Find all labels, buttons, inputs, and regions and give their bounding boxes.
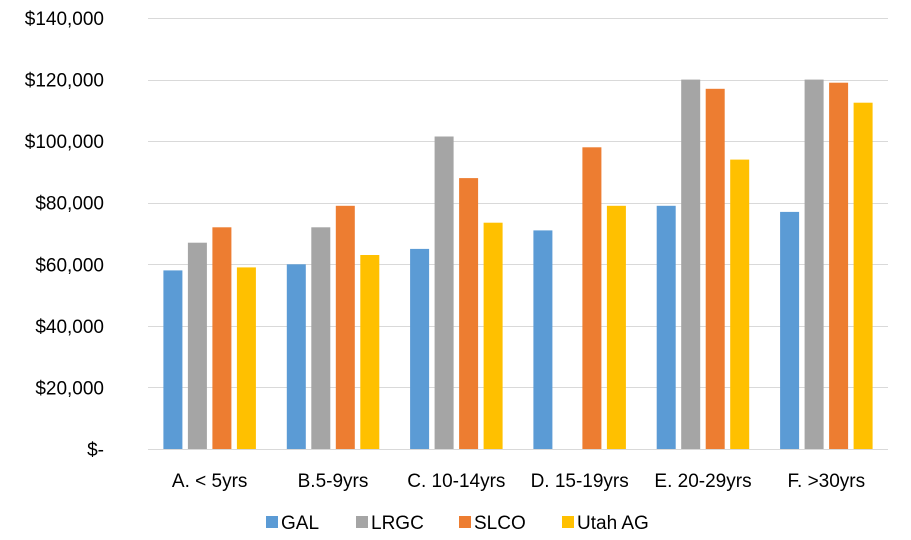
y-tick-label: $60,000 — [35, 255, 104, 276]
y-tick-label: $120,000 — [25, 71, 104, 92]
legend-label: LRGC — [371, 513, 424, 534]
y-tick-label: $- — [87, 440, 104, 461]
y-tick-label: $20,000 — [35, 378, 104, 399]
bars — [163, 79, 873, 450]
legend-label: SLCO — [474, 513, 526, 534]
bar-slco — [212, 227, 232, 449]
bar-lrgc — [434, 136, 454, 449]
legend: GAL LRGC SLCO Utah AG — [266, 513, 649, 534]
legend-label: GAL — [281, 513, 319, 534]
x-tick-label: B.5-9yrs — [298, 471, 369, 492]
bar-gal — [410, 248, 430, 449]
bar-gal — [533, 230, 553, 449]
y-tick-label: $100,000 — [25, 132, 104, 153]
y-tick-label: $80,000 — [35, 194, 104, 215]
bar-utah-ag — [730, 159, 750, 449]
y-tick-label: $40,000 — [35, 317, 104, 338]
x-tick-label: A. < 5yrs — [172, 471, 248, 492]
y-axis-labels: $- $20,000 $40,000 $60,000 $80,000 $100,000 $1… — [25, 9, 104, 461]
bar-gal — [780, 211, 800, 449]
bar-utah-ag — [236, 267, 256, 449]
bar-lrgc — [187, 242, 207, 449]
bar-slco — [582, 147, 602, 450]
x-axis-labels: A. < 5yrs B.5-9yrs C. 10-14yrs D. 15-19yrs E… — [172, 471, 865, 492]
bar-slco — [335, 205, 355, 449]
x-tick-label: F. >30yrs — [788, 471, 866, 492]
bar-utah-ag — [360, 255, 380, 449]
y-tick-label: $140,000 — [25, 9, 104, 30]
gridlines — [148, 18, 888, 450]
bar-slco — [829, 82, 849, 449]
legend-label: Utah AG — [577, 513, 649, 534]
bar-utah-ag — [853, 102, 873, 449]
bar-utah-ag — [483, 222, 503, 449]
x-tick-label: C. 10-14yrs — [407, 471, 505, 492]
x-tick-label: E. 20-29yrs — [654, 471, 751, 492]
bar-gal — [286, 264, 306, 449]
bar-gal — [163, 270, 183, 449]
bar-lrgc — [681, 79, 701, 449]
legend-swatch-gal — [266, 516, 278, 528]
bar-gal — [656, 205, 676, 449]
bar-lrgc — [311, 227, 331, 449]
x-tick-label: D. 15-19yrs — [531, 471, 629, 492]
legend-swatch-utah-ag — [562, 516, 574, 528]
bar-utah-ag — [606, 205, 626, 449]
legend-swatch-slco — [459, 516, 471, 528]
bar-slco — [705, 88, 725, 450]
bar-slco — [459, 178, 479, 449]
bar-lrgc — [804, 79, 824, 449]
legend-swatch-lrgc — [356, 516, 368, 528]
